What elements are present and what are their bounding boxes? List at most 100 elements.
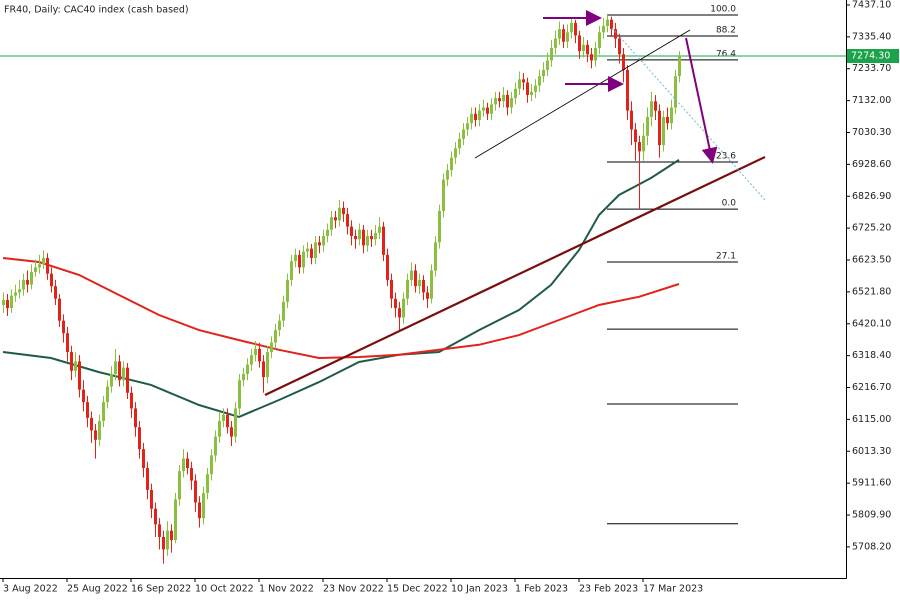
candle-body	[558, 29, 561, 39]
candle-body	[622, 54, 625, 70]
plot-area: 100.0 88.2 76.4 23.6 0.0 27.1	[0, 5, 846, 564]
candle-body	[102, 402, 105, 421]
candle-body	[618, 38, 621, 55]
candle-body	[334, 217, 337, 221]
candle-body	[178, 471, 181, 500]
candle-body	[634, 129, 637, 142]
candle-body	[494, 98, 497, 105]
candle-body	[562, 29, 565, 42]
candle-body	[434, 242, 437, 271]
candle-body	[158, 524, 161, 537]
candle-body	[298, 254, 301, 268]
candle-body	[578, 35, 581, 52]
x-tick-label: 23 Nov 2022	[323, 584, 384, 595]
candle-body	[490, 104, 493, 114]
y-tick-label: 6623.50	[852, 255, 891, 266]
candle-body	[374, 232, 377, 240]
candle-body	[254, 348, 257, 356]
candle-body	[366, 236, 369, 246]
candle-body	[470, 113, 473, 124]
candle-body	[322, 236, 325, 246]
arrow	[685, 37, 718, 164]
candle-body	[222, 414, 225, 421]
x-tick-label: 17 Mar 2023	[643, 584, 703, 595]
candle-body	[478, 110, 481, 121]
y-tick-label: 7437.10	[852, 0, 891, 10]
candle-body	[602, 26, 605, 33]
candle-body	[194, 480, 197, 503]
candle-body	[126, 367, 129, 393]
candle-body	[514, 88, 517, 99]
candle-body	[110, 373, 113, 387]
support-trendline	[264, 156, 766, 396]
candle-body	[638, 141, 641, 152]
y-tick-label: 7132.00	[852, 95, 891, 106]
candle-body	[518, 79, 521, 89]
candle-body	[42, 257, 45, 265]
candle-body	[78, 361, 81, 390]
candle-body	[166, 530, 169, 550]
x-tick-label: 16 Sep 2022	[131, 584, 191, 595]
candle-body	[454, 148, 457, 158]
candle-body	[546, 60, 549, 70]
y-tick-label: 7030.30	[852, 127, 891, 138]
candle-body	[258, 348, 261, 362]
candle-body	[250, 355, 253, 365]
y-tick-label: 6928.60	[852, 159, 891, 170]
candle-body	[10, 295, 13, 309]
candle-body	[290, 261, 293, 280]
candle-body	[18, 289, 21, 293]
candle-body	[414, 270, 417, 287]
candle-body	[486, 107, 489, 114]
candle-body	[206, 474, 209, 494]
candle-body	[146, 467, 149, 490]
x-tick-label: 1 Feb 2023	[515, 584, 568, 595]
candle-body	[122, 367, 125, 381]
candle-body	[430, 270, 433, 299]
candle-body	[142, 449, 145, 468]
candle-body	[286, 279, 289, 302]
candle-body	[54, 286, 57, 299]
candle-body	[162, 536, 165, 550]
candle-body	[330, 217, 333, 230]
candle-body	[426, 292, 429, 299]
candle-body	[498, 98, 501, 102]
candle-body	[526, 82, 529, 95]
candle-body	[2, 299, 5, 305]
candle-body	[66, 333, 69, 353]
candle-body	[350, 226, 353, 237]
candle-body	[646, 116, 649, 136]
candle-body	[462, 129, 465, 139]
candle-body	[198, 502, 201, 519]
candle-body	[202, 493, 205, 519]
candle-body	[482, 107, 485, 111]
candle-body	[458, 138, 461, 149]
candle-body	[118, 361, 121, 381]
candle-body	[318, 242, 321, 246]
candle-body	[566, 32, 569, 42]
candle-body	[26, 279, 29, 285]
candle-body	[238, 380, 241, 409]
candle-body	[106, 386, 109, 403]
candle-body	[574, 22, 577, 36]
candle-body	[314, 242, 317, 258]
last-price-box	[847, 49, 899, 64]
candle-body	[218, 420, 221, 437]
y-tick-label: 6013.30	[852, 446, 891, 457]
candle-body	[170, 530, 173, 541]
x-tick-label: 3 Aug 2022	[3, 584, 58, 595]
candle-body	[210, 455, 213, 475]
candle-body	[542, 69, 545, 77]
candle-body	[14, 292, 17, 296]
fib-label: 76.4	[716, 49, 736, 59]
candle-body	[62, 320, 65, 334]
candle-body	[630, 110, 633, 130]
candle-body	[190, 467, 193, 481]
candle-body	[94, 430, 97, 440]
candle-body	[582, 44, 585, 52]
candle-body	[370, 236, 373, 240]
fib-label: 27.1	[716, 252, 736, 262]
candle-body	[182, 458, 185, 472]
candle-body	[34, 267, 37, 273]
